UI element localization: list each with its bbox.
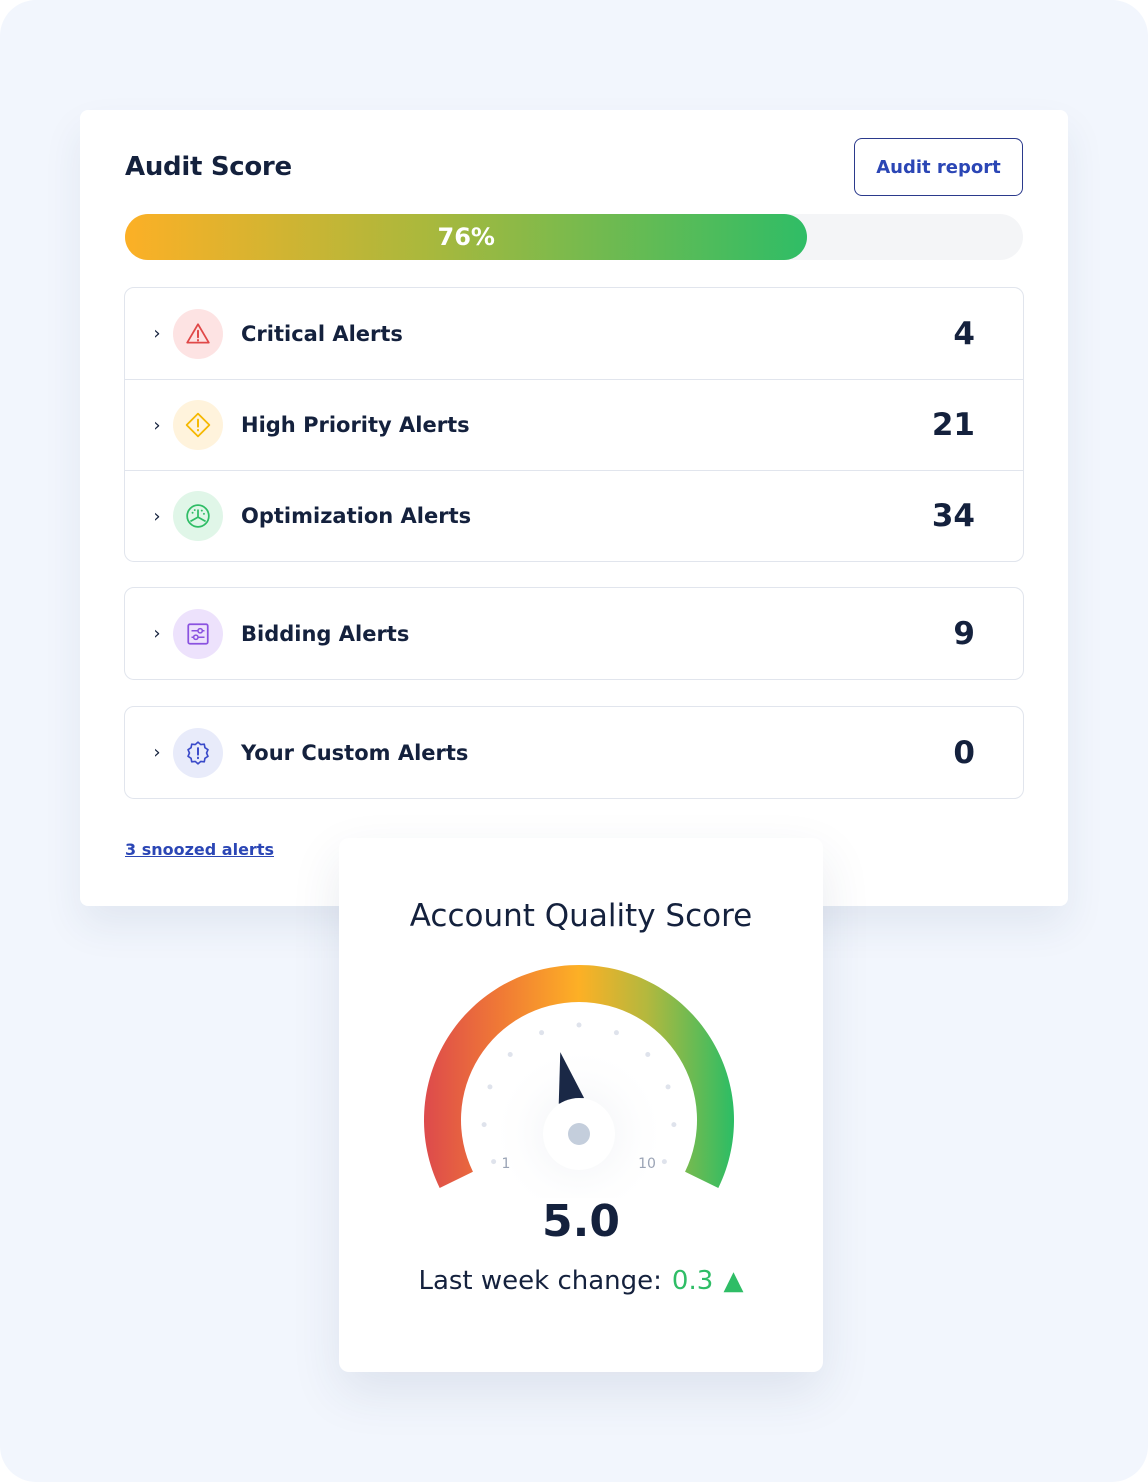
chevron-right-icon[interactable]: › bbox=[153, 414, 161, 436]
alert-row-high-priority-alerts[interactable]: › High Priority Alerts 21 bbox=[125, 379, 1023, 470]
chevron-right-icon[interactable]: › bbox=[153, 623, 161, 644]
change-value: 0.3 bbox=[671, 1266, 714, 1296]
gauge-hub-dot bbox=[568, 1123, 590, 1145]
gauge-tick bbox=[645, 1051, 651, 1057]
chevron-right-icon[interactable]: › bbox=[153, 505, 161, 527]
alert-row-critical-alerts[interactable]: › Critical Alerts 4 bbox=[125, 288, 1023, 379]
alert-label: Critical Alerts bbox=[241, 321, 403, 346]
audit-score-title: Audit Score bbox=[125, 152, 292, 182]
alert-group: › Your Custom Alerts 0 bbox=[124, 706, 1024, 799]
alert-label: High Priority Alerts bbox=[241, 413, 470, 437]
gauge-tick bbox=[487, 1084, 493, 1090]
quality-score: 5.0 bbox=[542, 1196, 620, 1247]
gauge-tick bbox=[661, 1159, 667, 1165]
alert-group: › Critical Alerts 4 › High Priority Aler… bbox=[124, 287, 1024, 562]
warning-diamond-icon bbox=[173, 400, 223, 450]
audit-progress-label: 76% bbox=[437, 223, 495, 251]
audit-progress-bar: 76% bbox=[125, 214, 1023, 260]
sliders-icon bbox=[173, 608, 223, 659]
audit-score-card: Audit Score Audit report 76% › Critical … bbox=[80, 110, 1068, 906]
badge-alert-icon bbox=[173, 727, 223, 778]
gauge-needle bbox=[558, 1052, 585, 1104]
alert-count: 21 bbox=[931, 407, 975, 443]
alert-count: 4 bbox=[953, 315, 975, 352]
alert-label: Optimization Alerts bbox=[241, 504, 472, 528]
gauge-tick bbox=[539, 1030, 545, 1036]
chevron-right-icon[interactable]: › bbox=[153, 742, 161, 763]
audit-progress-fill: 76% bbox=[125, 214, 808, 260]
gauge-tick bbox=[576, 1022, 582, 1028]
gauge-tick bbox=[665, 1084, 671, 1090]
audit-report-button[interactable]: Audit report bbox=[854, 138, 1023, 196]
gauge-arc bbox=[424, 965, 734, 1188]
arrow-up-icon: ▲ bbox=[723, 1266, 744, 1296]
alert-label: Your Custom Alerts bbox=[241, 740, 469, 765]
gauge-tick bbox=[613, 1030, 619, 1036]
alert-count: 9 bbox=[953, 615, 975, 652]
alert-row-optimization-alerts[interactable]: › Optimization Alerts 34 bbox=[125, 470, 1023, 561]
change-label: Last week change: bbox=[418, 1266, 662, 1296]
account-quality-card: Account Quality Score 1 10 5.0 Last week… bbox=[339, 838, 823, 1372]
last-week-change: Last week change: 0.3 ▲ bbox=[339, 1266, 823, 1296]
chevron-right-icon[interactable]: › bbox=[153, 323, 161, 344]
alert-count: 0 bbox=[953, 734, 975, 771]
speedometer-icon bbox=[173, 491, 223, 541]
warning-triangle-icon bbox=[173, 308, 223, 359]
gauge-tick bbox=[491, 1159, 497, 1165]
alert-row-bidding-alerts[interactable]: › Bidding Alerts 9 bbox=[125, 588, 1023, 679]
gauge-tick bbox=[671, 1122, 677, 1128]
alert-group: › Bidding Alerts 9 bbox=[124, 587, 1024, 680]
gauge-tick bbox=[507, 1051, 513, 1057]
snoozed-alerts-link[interactable]: 3 snoozed alerts bbox=[125, 840, 274, 859]
alert-label: Bidding Alerts bbox=[241, 621, 410, 646]
alert-count: 34 bbox=[931, 498, 975, 534]
quality-gauge: 1 10 bbox=[424, 965, 734, 1198]
gauge-min-label: 1 bbox=[502, 1156, 511, 1172]
alert-row-your-custom-alerts[interactable]: › Your Custom Alerts 0 bbox=[125, 707, 1023, 798]
quality-title: Account Quality Score bbox=[409, 898, 753, 934]
gauge-max-label: 10 bbox=[638, 1156, 656, 1172]
gauge-tick bbox=[481, 1122, 487, 1128]
